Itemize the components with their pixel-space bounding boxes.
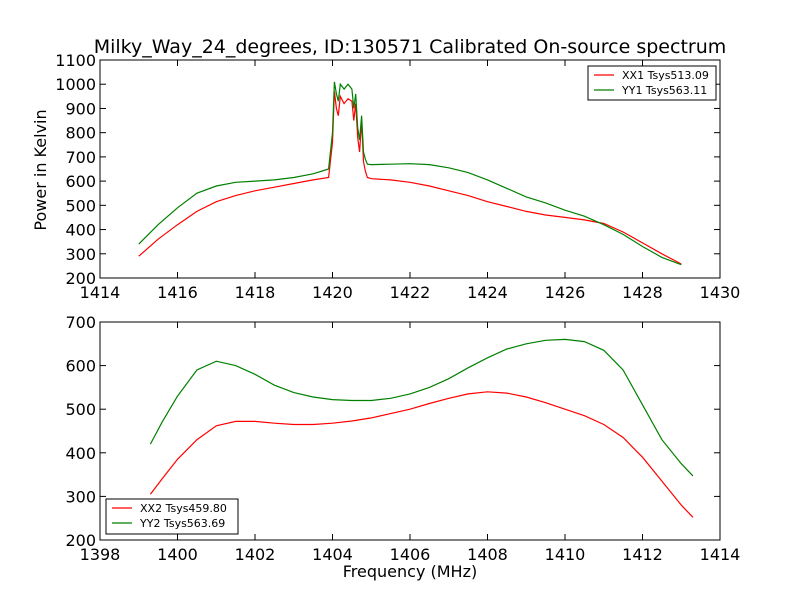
top-y-tick-label-5: 700 xyxy=(65,148,96,167)
top-x-tick-label-3: 1420 xyxy=(312,283,353,302)
top-y-tick-label-8: 1000 xyxy=(55,75,96,94)
top-series-line-0 xyxy=(138,91,682,265)
chart-title: Milky_Way_24_degrees, ID:130571 Calibrat… xyxy=(94,36,727,58)
top-plot: 1414 1416 1418 1420 1422 1424 1426 1428 1430 200 3… xyxy=(55,51,740,302)
top-y-tick-label-9: 1100 xyxy=(55,51,96,70)
bottom-x-tick-label-1: 1400 xyxy=(157,545,198,564)
top-y-tick-label-7: 900 xyxy=(65,99,96,118)
bottom-x-tick-label-6: 1410 xyxy=(545,545,586,564)
top-x-tick-label-8: 1430 xyxy=(700,283,741,302)
top-y-tick-label-1: 300 xyxy=(65,245,96,264)
x-axis-label: Frequency (MHz) xyxy=(343,562,477,581)
top-series-layer xyxy=(138,81,682,266)
bottom-legend-label-0: XX2 Tsys459.80 xyxy=(140,502,227,515)
bottom-y-tick-label-3: 500 xyxy=(65,400,96,419)
top-x-tick-label-4: 1422 xyxy=(390,283,431,302)
top-y-axis-label: Power in Kelvin xyxy=(31,109,50,230)
bottom-x-tick-label-5: 1408 xyxy=(467,545,508,564)
bottom-legend: XX2 Tsys459.80 YY2 Tsys563.69 xyxy=(105,498,239,535)
top-y-tick-label-0: 200 xyxy=(65,269,96,288)
top-legend-box xyxy=(587,65,717,101)
top-legend-label-0: XX1 Tsys513.09 xyxy=(622,69,709,82)
top-y-tick-label-3: 500 xyxy=(65,196,96,215)
bottom-x-tick-label-2: 1402 xyxy=(235,545,276,564)
bottom-series-layer xyxy=(149,338,694,518)
bottom-y-tick-label-4: 600 xyxy=(65,357,96,376)
top-legend-label-1: YY1 Tsys563.11 xyxy=(621,84,707,97)
top-ticks: 1414 1416 1418 1420 1422 1424 1426 1428 1430 200 3… xyxy=(55,51,740,302)
bottom-x-tick-label-4: 1406 xyxy=(390,545,431,564)
top-legend: XX1 Tsys513.09 YY1 Tsys563.11 xyxy=(587,65,717,101)
top-x-tick-label-2: 1418 xyxy=(235,283,276,302)
bottom-y-tick-label-2: 400 xyxy=(65,444,96,463)
top-x-tick-label-1: 1416 xyxy=(157,283,198,302)
top-y-tick-label-2: 400 xyxy=(65,221,96,240)
top-y-tick-label-6: 800 xyxy=(65,124,96,143)
bottom-x-tick-label-0: 1398 xyxy=(80,545,121,564)
bottom-legend-label-1: YY2 Tsys563.69 xyxy=(139,517,225,530)
top-y-tick-label-4: 600 xyxy=(65,172,96,191)
bottom-series-line-1 xyxy=(149,338,694,477)
bottom-legend-box xyxy=(105,498,239,535)
bottom-x-tick-label-8: 1414 xyxy=(700,545,741,564)
bottom-y-tick-label-0: 200 xyxy=(65,531,96,550)
top-x-tick-label-0: 1414 xyxy=(80,283,121,302)
top-x-tick-label-7: 1428 xyxy=(622,283,663,302)
top-series-line-1 xyxy=(138,81,682,266)
bottom-plot: 1398 1400 1402 1404 1406 1408 1410 1412 1414 200 3… xyxy=(65,313,740,564)
bottom-x-tick-label-7: 1412 xyxy=(622,545,663,564)
bottom-y-tick-label-5: 700 xyxy=(65,313,96,332)
bottom-ticks: 1398 1400 1402 1404 1406 1408 1410 1412 1414 200 3… xyxy=(65,313,740,564)
top-x-tick-label-6: 1426 xyxy=(545,283,586,302)
bottom-x-tick-label-3: 1404 xyxy=(312,545,353,564)
bottom-series-line-0 xyxy=(149,391,694,518)
top-x-tick-label-5: 1424 xyxy=(467,283,508,302)
bottom-y-tick-label-1: 300 xyxy=(65,487,96,506)
